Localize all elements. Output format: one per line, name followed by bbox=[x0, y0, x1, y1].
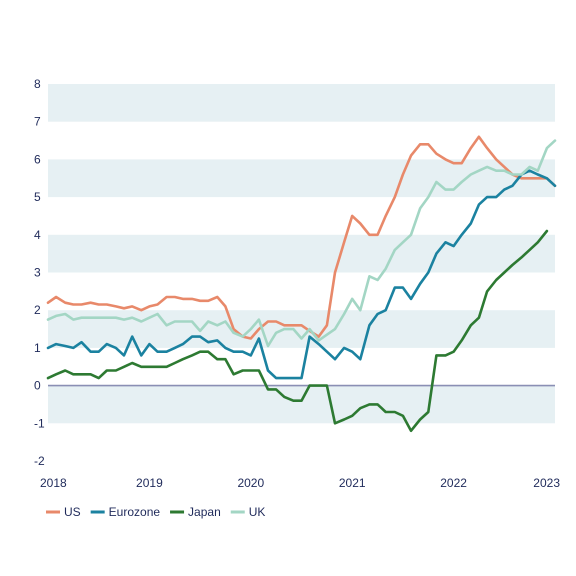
y-tick-label: 1 bbox=[34, 341, 41, 355]
series-line-eurozone bbox=[46, 169, 557, 380]
grid-bands bbox=[48, 84, 555, 424]
grid-band bbox=[48, 385, 555, 424]
y-tick-label: 0 bbox=[34, 379, 41, 393]
legend-label-us: US bbox=[64, 505, 81, 519]
series-line-japan bbox=[46, 229, 549, 433]
y-tick-label: 7 bbox=[34, 115, 41, 129]
x-tick-label: 2020 bbox=[237, 476, 264, 490]
grid-band bbox=[48, 234, 555, 273]
y-tick-label: 6 bbox=[34, 152, 41, 166]
y-tick-label: 5 bbox=[34, 190, 41, 204]
x-axis-tick-labels: 2018 2019 2020 2021 2022 2023 bbox=[40, 476, 560, 490]
x-tick-label: 2021 bbox=[339, 476, 366, 490]
y-tick-label: 8 bbox=[34, 77, 41, 91]
legend-label-japan: Japan bbox=[188, 505, 221, 519]
y-tick-label: -2 bbox=[34, 454, 45, 468]
grid-band bbox=[48, 159, 555, 198]
y-tick-label: -1 bbox=[34, 416, 45, 430]
legend-label-uk: UK bbox=[249, 505, 266, 519]
x-tick-label: 2023 bbox=[533, 476, 560, 490]
y-axis-tick-labels: 8 7 6 5 4 3 2 1 0 -1 -2 bbox=[34, 77, 45, 468]
series-lines bbox=[46, 135, 557, 433]
y-tick-label: 2 bbox=[34, 303, 41, 317]
y-tick-label: 4 bbox=[34, 228, 41, 242]
x-tick-label: 2022 bbox=[440, 476, 467, 490]
x-tick-label: 2019 bbox=[136, 476, 163, 490]
y-tick-label: 3 bbox=[34, 266, 41, 280]
series-line-uk bbox=[46, 139, 557, 348]
legend: US Eurozone Japan UK bbox=[46, 505, 265, 519]
x-tick-label: 2018 bbox=[40, 476, 67, 490]
grid-band bbox=[48, 84, 555, 122]
series-line-us bbox=[46, 135, 557, 340]
legend-label-eurozone: Eurozone bbox=[109, 505, 161, 519]
